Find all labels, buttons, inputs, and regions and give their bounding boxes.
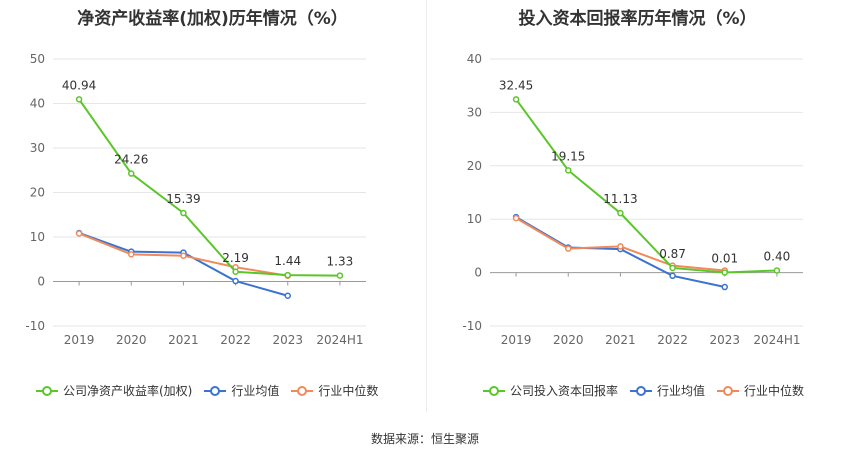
y-tick-label: 20 [467, 159, 482, 173]
y-tick-label: 30 [30, 141, 45, 155]
legend-item[interactable]: 公司投入资本回报率 [483, 382, 618, 399]
data-point [773, 267, 781, 274]
data-point [232, 268, 239, 276]
legend-item[interactable]: 行业中位数 [291, 382, 378, 399]
data-point [512, 96, 520, 103]
x-tick-label: 2023 [709, 333, 740, 347]
data-point [284, 292, 291, 299]
y-tick-label: 40 [467, 52, 482, 66]
x-tick-label: 2024H1 [316, 333, 363, 347]
x-tick-label: 2020 [116, 333, 147, 347]
series-line [515, 98, 777, 274]
legend-label: 行业均值 [657, 384, 706, 398]
data-point [721, 283, 728, 291]
series-line [78, 232, 289, 297]
data-label: 11.13 [603, 192, 637, 206]
y-tick-label: -10 [25, 319, 45, 333]
roic-line-chart: -10 0 10 20 30 40 2019 2020 2021 2022 2023 2024H1 32… [462, 52, 803, 347]
legend-label: 行业均值 [231, 384, 280, 398]
y-tick-label: 20 [30, 186, 45, 200]
series-line [78, 98, 340, 277]
legend-label: 行业中位数 [744, 384, 805, 398]
data-point [721, 269, 728, 276]
legend-item[interactable]: 公司净资产收益率(加权) [36, 382, 192, 399]
x-tick-label: 2023 [272, 333, 303, 347]
data-point [284, 271, 291, 279]
data-label: 40.94 [62, 78, 96, 92]
data-point [565, 167, 572, 174]
data-label: 24.26 [114, 153, 148, 167]
legend-item[interactable]: 行业均值 [630, 382, 705, 399]
y-tick-label: 0 [37, 275, 45, 289]
legend-line-marker-icon [36, 385, 58, 396]
roe-chart-panel: 净资产收益率(加权)历年情况（%） -10 0 10 20 30 40 50 2019 2020… [0, 0, 425, 420]
chart-title: 投入资本回报率历年情况（%） [518, 9, 757, 29]
panel-divider [426, 0, 427, 412]
data-point [180, 252, 187, 259]
x-tick-label: 2021 [605, 333, 636, 347]
data-point [512, 214, 520, 222]
data-point [669, 272, 676, 280]
data-point [128, 251, 135, 258]
y-tick-label: 50 [30, 52, 45, 66]
legend-line-marker-icon [291, 385, 314, 396]
x-tick-label: 2024H1 [753, 333, 800, 347]
data-point [336, 272, 344, 279]
data-label: 0.01 [711, 252, 738, 266]
roe-line-chart: -10 0 10 20 30 40 50 2019 2020 2021 2022 2023 2024H1… [25, 52, 366, 347]
data-source-footer: 数据来源：恒生聚源 [370, 432, 479, 446]
x-tick-label: 2020 [553, 333, 584, 347]
y-tick-label: -10 [462, 319, 482, 333]
y-tick-label: 10 [467, 212, 482, 226]
roic-chart-panel: 投入资本回报率历年情况（%） -10 0 10 20 30 40 2019 2020 2021 2… [425, 0, 850, 420]
data-label: 0.40 [764, 249, 791, 263]
legend-item[interactable]: 行业中位数 [717, 382, 804, 399]
legend-label: 行业中位数 [318, 384, 379, 398]
data-point [565, 245, 572, 252]
data-point [128, 170, 135, 177]
legend-line-marker-icon [204, 385, 227, 396]
data-point [669, 264, 676, 272]
data-label: 1.44 [274, 254, 301, 268]
y-tick-label: 10 [30, 230, 45, 244]
data-point [75, 230, 83, 237]
data-label: 32.45 [499, 78, 533, 92]
x-tick-label: 2022 [220, 333, 251, 347]
x-tick-label: 2019 [64, 333, 95, 347]
legend-line-marker-icon [483, 385, 505, 396]
x-tick-label: 2019 [501, 333, 532, 347]
legend-line-marker-icon [717, 385, 740, 396]
chart-legend: 公司净资产收益率(加权) 行业均值 行业中位数 [36, 382, 390, 399]
y-tick-label: 30 [467, 105, 482, 119]
y-tick-label: 40 [30, 97, 45, 111]
chart-legend: 公司投入资本回报率 行业均值 行业中位数 [483, 382, 816, 399]
data-point [232, 277, 239, 285]
data-point [617, 209, 624, 217]
legend-label: 公司投入资本回报率 [510, 384, 619, 398]
x-tick-label: 2021 [168, 333, 199, 347]
data-label: 2.19 [222, 251, 249, 265]
chart-title: 净资产收益率(加权)历年情况（%） [77, 9, 348, 29]
data-label: 19.15 [551, 149, 585, 163]
legend-line-marker-icon [630, 385, 653, 396]
data-label: 1.33 [327, 255, 354, 269]
legend-label: 公司净资产收益率(加权) [63, 384, 193, 398]
x-tick-label: 2022 [657, 333, 688, 347]
data-point [617, 243, 624, 250]
data-point [75, 96, 83, 103]
y-tick-label: 0 [474, 266, 482, 280]
data-point [180, 209, 187, 217]
legend-item[interactable]: 行业均值 [204, 382, 279, 399]
data-label: 0.87 [659, 247, 686, 261]
data-label: 15.39 [166, 192, 200, 206]
